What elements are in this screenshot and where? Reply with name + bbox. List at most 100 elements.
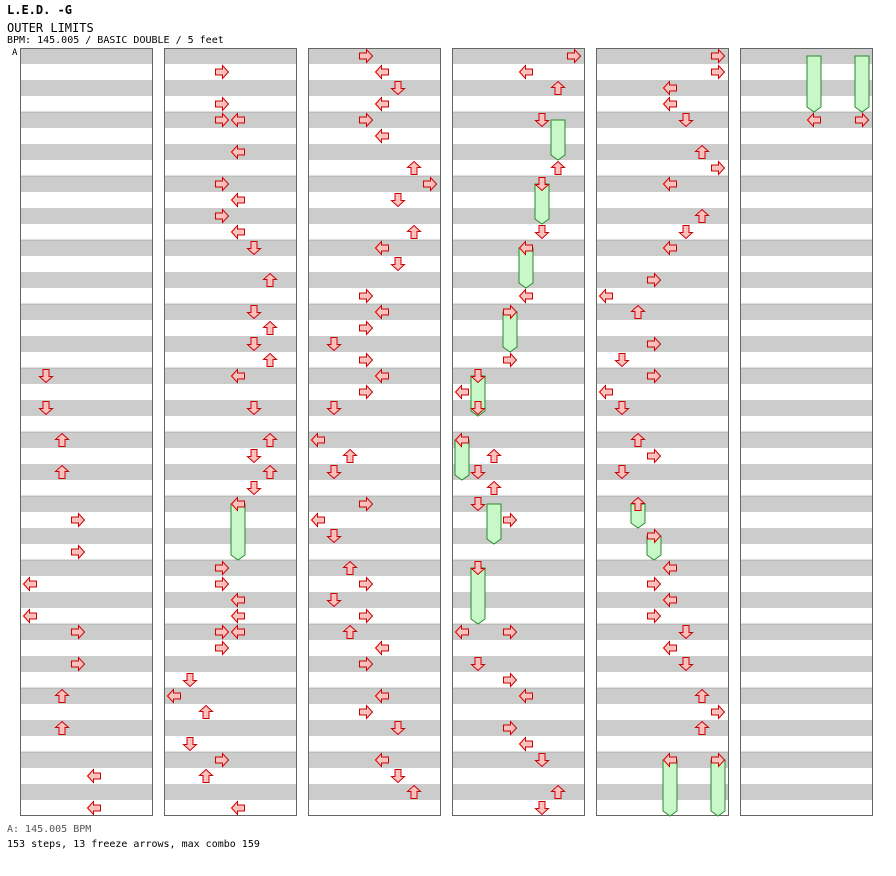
stripe <box>308 720 441 736</box>
step-arrow-l <box>374 752 389 768</box>
step-arrow-l <box>230 224 245 240</box>
step-arrow-d <box>470 401 486 416</box>
step-arrow-l <box>518 288 533 304</box>
step-arrow-l <box>374 128 389 144</box>
step-arrow-u <box>262 352 278 367</box>
stripe <box>452 464 585 480</box>
stripe <box>20 272 153 288</box>
step-arrow-d <box>534 801 550 816</box>
stripe <box>308 208 441 224</box>
freeze-arrow <box>550 119 566 161</box>
step-arrow-l <box>518 64 533 80</box>
stripe <box>452 624 585 640</box>
stripe <box>596 336 729 352</box>
stripe <box>20 432 153 448</box>
stripe <box>308 272 441 288</box>
step-arrow-d <box>470 465 486 480</box>
step-arrow-l <box>598 288 613 304</box>
step-arrow-d <box>390 193 406 208</box>
step-arrow-l <box>230 800 245 816</box>
step-arrow-l <box>374 688 389 704</box>
stripe <box>20 112 153 128</box>
step-arrow-r <box>567 48 582 64</box>
step-arrow-u <box>630 432 646 447</box>
stripe <box>452 784 585 800</box>
stripe <box>740 720 873 736</box>
stripe <box>308 368 441 384</box>
stripe <box>452 656 585 672</box>
step-arrow-d <box>534 113 550 128</box>
step-arrow-r <box>215 96 230 112</box>
stripe <box>20 496 153 512</box>
step-arrow-d <box>390 81 406 96</box>
step-arrow-d <box>326 529 342 544</box>
freeze-arrow <box>806 55 822 113</box>
step-arrow-d <box>246 401 262 416</box>
step-arrow-l <box>454 384 469 400</box>
stripe <box>20 48 153 64</box>
stripe <box>20 464 153 480</box>
stripe <box>20 176 153 192</box>
step-arrow-l <box>662 640 677 656</box>
stripe <box>164 592 297 608</box>
stripe <box>20 656 153 672</box>
step-arrow-d <box>326 465 342 480</box>
song-subtitle: OUTER LIMITS <box>7 21 94 35</box>
stripe <box>596 464 729 480</box>
stripe <box>596 400 729 416</box>
stripe <box>164 688 297 704</box>
step-arrow-r <box>359 320 374 336</box>
stripe <box>740 528 873 544</box>
stripe <box>740 144 873 160</box>
freeze-arrow <box>230 503 246 561</box>
step-arrow-r <box>503 672 518 688</box>
step-arrow-l <box>662 176 677 192</box>
step-arrow-u <box>342 624 358 639</box>
stripe <box>452 496 585 512</box>
step-arrow-u <box>342 560 358 575</box>
stripe <box>20 592 153 608</box>
stripe <box>740 176 873 192</box>
step-arrow-d <box>470 657 486 672</box>
step-arrow-d <box>614 401 630 416</box>
stripe <box>164 432 297 448</box>
step-arrow-l <box>518 688 533 704</box>
stripe <box>740 272 873 288</box>
step-arrow-r <box>503 624 518 640</box>
step-arrow-u <box>262 432 278 447</box>
step-arrow-d <box>182 737 198 752</box>
step-arrow-l <box>454 624 469 640</box>
step-arrow-l <box>374 240 389 256</box>
step-arrow-r <box>647 368 662 384</box>
step-arrow-d <box>246 481 262 496</box>
stripe <box>740 656 873 672</box>
step-arrow-u <box>694 688 710 703</box>
stripe <box>596 48 729 64</box>
step-arrow-u <box>54 720 70 735</box>
stripe <box>596 240 729 256</box>
step-arrow-r <box>711 704 726 720</box>
song-title: L.E.D. -G <box>7 3 73 17</box>
step-arrow-r <box>711 64 726 80</box>
stripe <box>596 720 729 736</box>
stripe <box>740 464 873 480</box>
step-arrow-l <box>662 96 677 112</box>
stripe <box>164 720 297 736</box>
stripe <box>740 688 873 704</box>
stripe <box>308 112 441 128</box>
chart-column <box>20 48 153 816</box>
step-arrow-l <box>22 608 37 624</box>
freeze-arrow <box>662 759 678 817</box>
stripe <box>308 656 441 672</box>
step-arrow-d <box>470 561 486 576</box>
stripe <box>596 176 729 192</box>
stripe <box>164 656 297 672</box>
stripe <box>164 624 297 640</box>
stripe <box>740 496 873 512</box>
step-arrow-r <box>359 704 374 720</box>
step-arrow-l <box>310 432 325 448</box>
step-arrow-d <box>614 353 630 368</box>
stripe <box>164 272 297 288</box>
step-arrow-r <box>503 720 518 736</box>
stripe <box>20 336 153 352</box>
